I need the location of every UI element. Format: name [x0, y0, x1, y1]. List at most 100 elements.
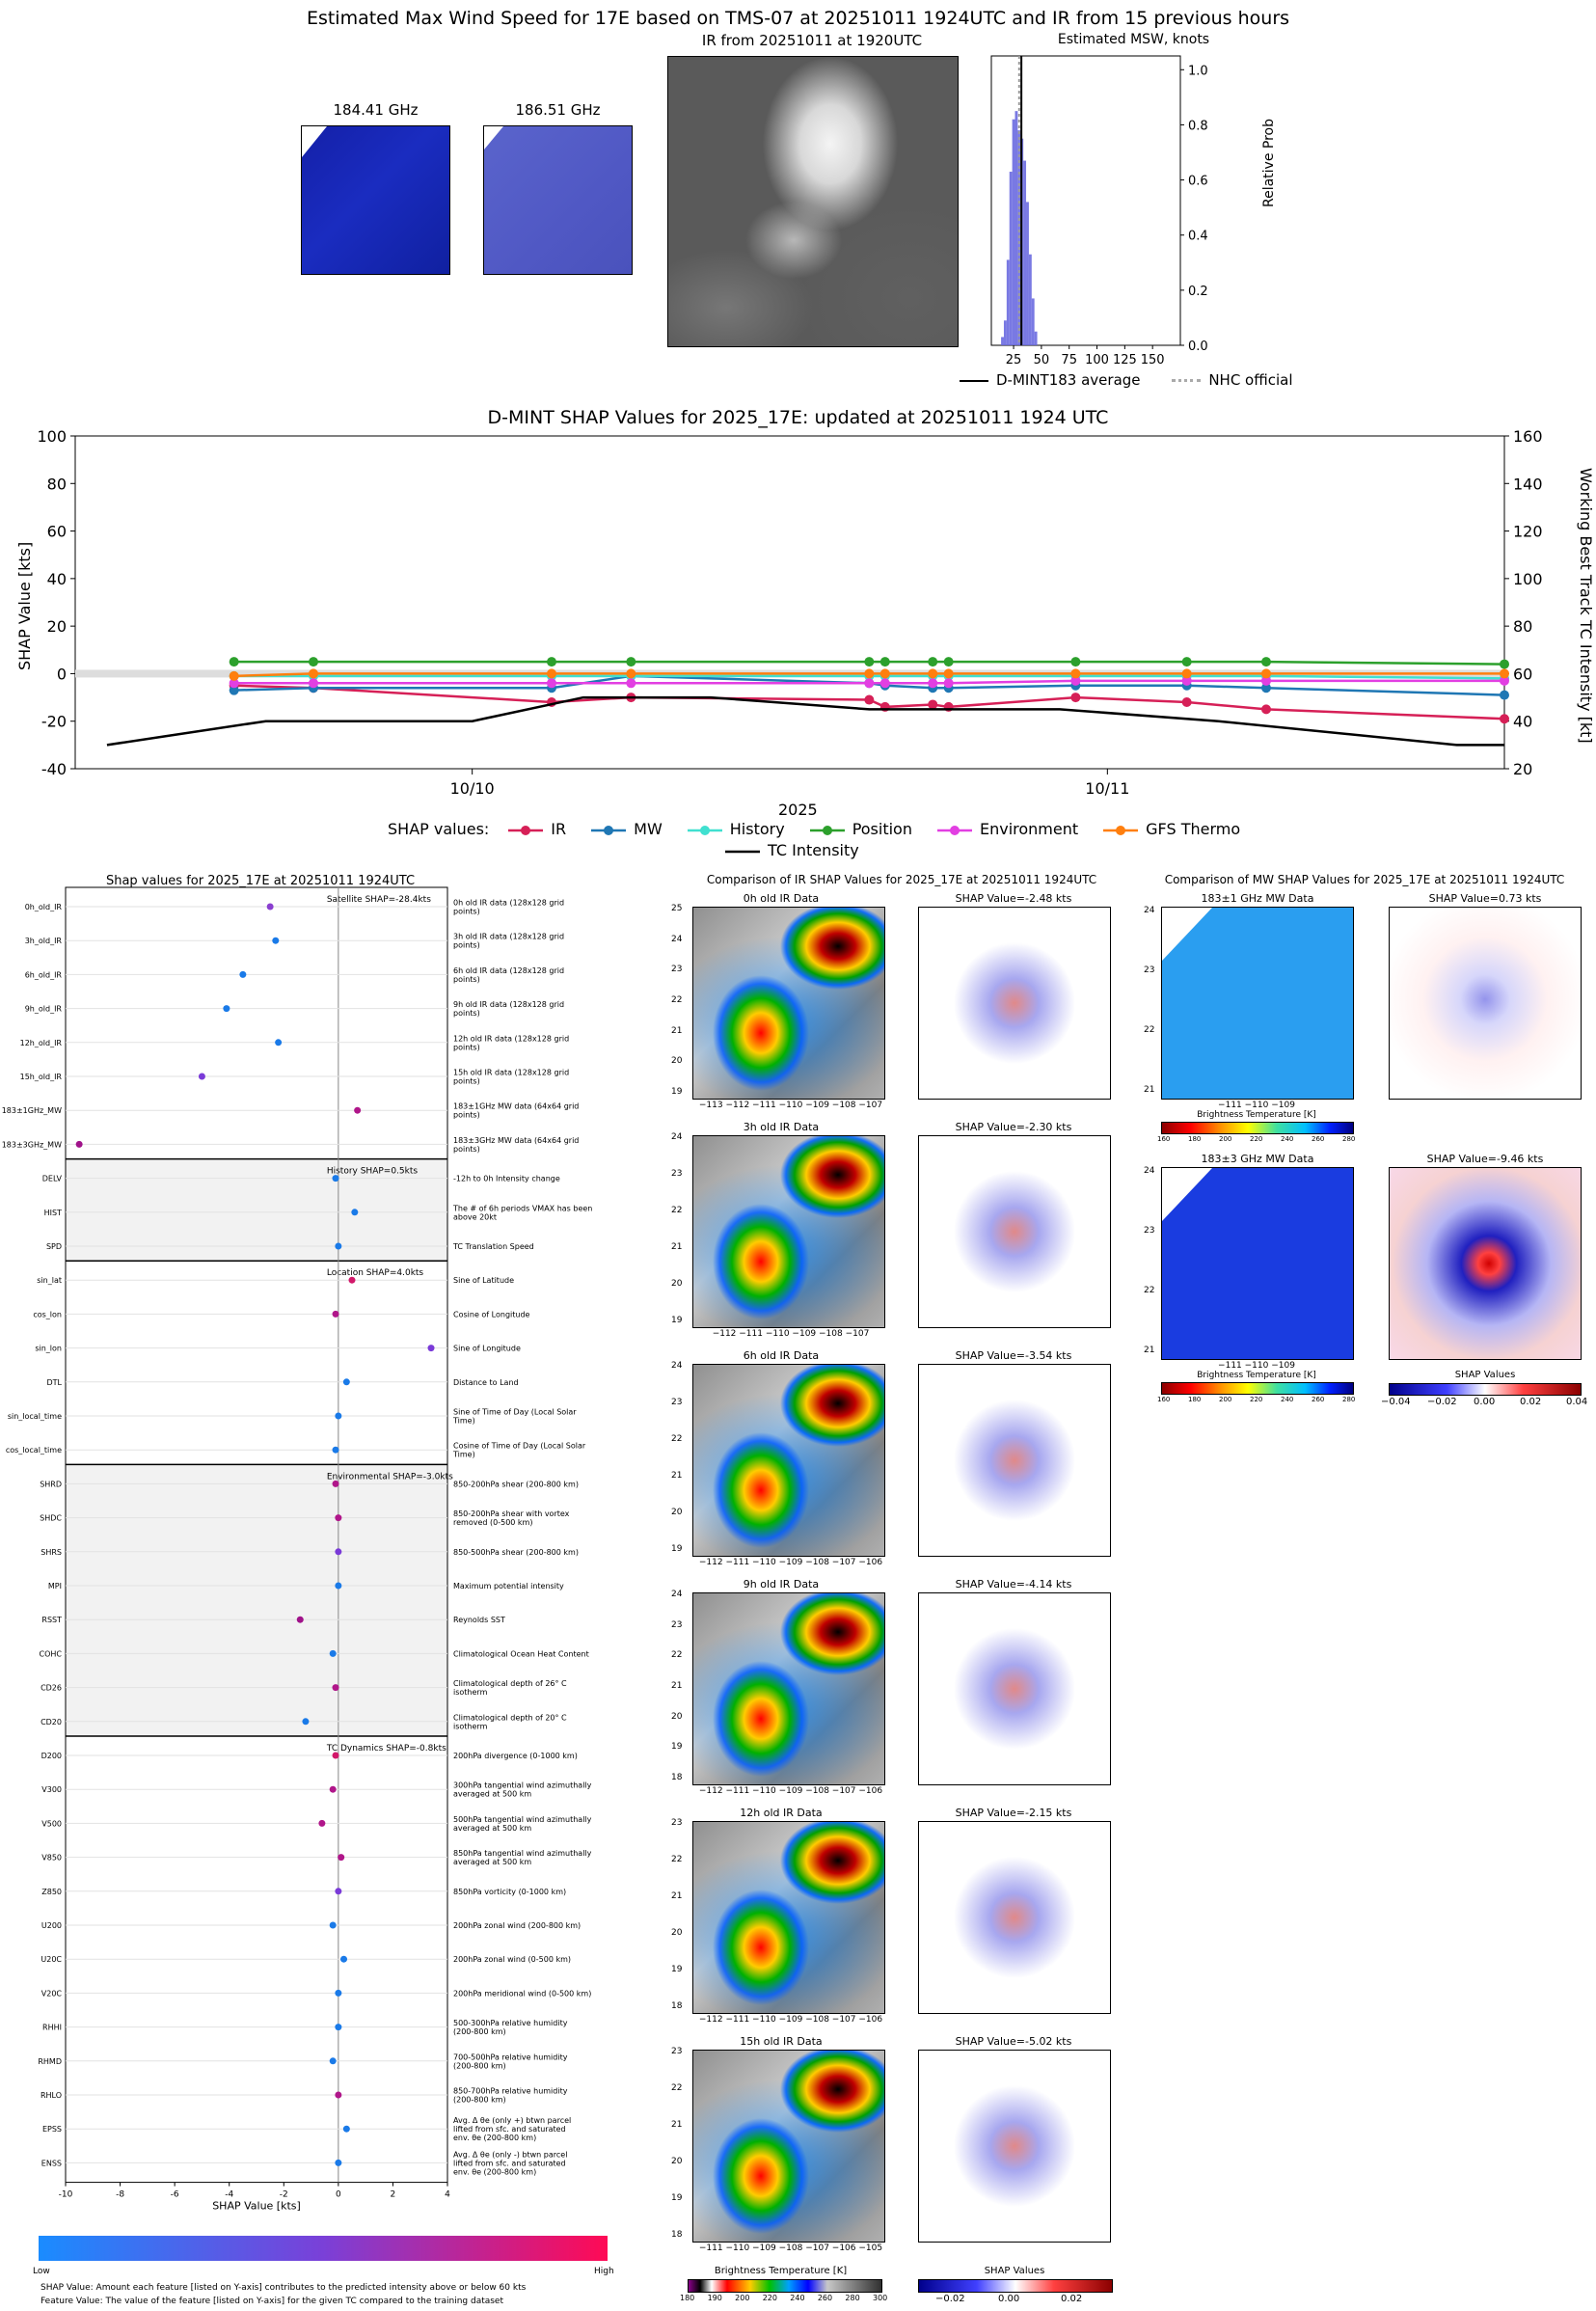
ir-ytick-1: 20: [671, 1279, 683, 1289]
feature-description: points): [453, 1111, 480, 1120]
feature-description: 9h old IR data (128x128 grid: [453, 1000, 564, 1009]
ir-ytick-5: 20: [671, 2157, 683, 2166]
feature-point: [335, 2091, 342, 2099]
series-point-environment: [1181, 675, 1192, 686]
feature-name: U20C: [41, 1955, 62, 1964]
feature-name: sin_local_time: [8, 1412, 62, 1421]
histogram-bar: [1012, 119, 1015, 345]
mw-shap-image-0: [1389, 907, 1582, 1100]
histogram-title: Estimated MSW, knots: [1057, 32, 1210, 47]
intensity-ytick-label: 40: [1513, 713, 1532, 731]
feature-description: 850hPa tangential wind azimuthally: [453, 1849, 592, 1858]
mw-ytick-1: 22: [1144, 1286, 1155, 1295]
mw-data-corner-0: [1162, 908, 1212, 961]
feature-name: sin_lat: [37, 1276, 62, 1285]
group-band: [66, 1464, 447, 1736]
ir-ytick-5: 22: [671, 2083, 683, 2093]
shap-ytick-label: 40: [47, 570, 67, 588]
feature-xtick-label: -10: [59, 2190, 73, 2200]
ir-data-title-3: 9h old IR Data: [743, 1578, 820, 1591]
histogram-ytick-label: 0.6: [1188, 175, 1208, 189]
feature-point: [335, 2159, 342, 2166]
feature-point: [342, 2125, 350, 2133]
legend-item-mw: MW: [591, 820, 663, 838]
feature-name: DTL: [46, 1378, 62, 1387]
shap-timeseries-title: D-MINT SHAP Values for 2025_17E: updated…: [487, 407, 1109, 428]
feature-description: Avg. Δ θe (only +) btwn parcel: [453, 2116, 571, 2125]
legend-label: History: [729, 820, 785, 838]
mw-shap-title-0: SHAP Value=0.73 kts: [1428, 892, 1542, 905]
mw-shap-image-1: [1389, 1167, 1582, 1360]
series-line-mw: [233, 674, 1505, 696]
mw-data-image-1: [1161, 1167, 1354, 1360]
feature-description: 0h old IR data (128x128 grid: [453, 899, 564, 908]
legend-nhc-label: NHC official: [1208, 371, 1293, 389]
feature-scatter-title: Shap values for 2025_17E at 20251011 192…: [105, 874, 416, 888]
mw-colorbar-tick-1: 160: [1157, 1396, 1171, 1403]
legend-label: MW: [634, 820, 663, 838]
feature-name: 183±1GHz_MW: [2, 1106, 62, 1115]
ir-shap-title-0: SHAP Value=-2.48 kts: [955, 892, 1072, 905]
feature-description: points): [453, 1043, 480, 1051]
feature-name: RHHI: [42, 2024, 62, 2032]
histogram-ytick-label: 0.8: [1188, 119, 1208, 133]
ir-ytick-5: 19: [671, 2193, 683, 2203]
mw-ytick-0: 22: [1144, 1025, 1155, 1035]
feature-description: (200-800 km): [453, 2027, 506, 2036]
feature-name: 9h_old_IR: [25, 1005, 63, 1014]
histogram-bar: [1014, 111, 1018, 345]
feature-point: [272, 937, 280, 944]
feature-name: 15h_old_IR: [20, 1073, 63, 1081]
ir-ytick-4: 21: [671, 1891, 683, 1901]
mw-data-corner-1: [1162, 1168, 1212, 1221]
ir-shap-colorbar-tick: 0.02: [1061, 2294, 1083, 2304]
ir-ytick-1: 24: [671, 1132, 683, 1142]
ir-ytick-0: 24: [671, 934, 683, 944]
feature-description: 200hPa zonal wind (0-500 km): [453, 1955, 571, 1964]
series-point-position: [1181, 657, 1192, 667]
mw-colorbar-label-1: Brightness Temperature [K]: [1197, 1371, 1316, 1380]
feature-point: [239, 970, 247, 978]
mw-colorbar-tick-0: 240: [1281, 1135, 1294, 1143]
intensity-ytick-label: 140: [1513, 475, 1543, 493]
feature-point: [318, 1819, 326, 1827]
feature-name: HIST: [44, 1209, 62, 1217]
feature-point: [332, 1175, 339, 1183]
shap-ytick-label: 60: [47, 523, 67, 541]
ir-colorbar-tick: 190: [707, 2294, 722, 2302]
feature-description: 6h old IR data (128x128 grid: [453, 966, 564, 975]
legend-item-ir: IR: [508, 820, 566, 838]
feature-xtick-label: -4: [225, 2190, 233, 2200]
histogram-xtick-label: 25: [1006, 353, 1022, 367]
series-point-position: [879, 657, 890, 667]
series-point-environment: [943, 678, 954, 689]
mw-ytick-1: 24: [1144, 1166, 1155, 1176]
feature-description: points): [453, 908, 480, 916]
mw-ytick-0: 21: [1144, 1085, 1155, 1095]
feature-description: -12h to 0h Intensity change: [453, 1175, 560, 1183]
mw-colorbar-1: [1161, 1382, 1354, 1395]
ir-ytick-0: 25: [671, 904, 683, 913]
histogram-ytick-label: 1.0: [1188, 64, 1208, 78]
feature-name: ENSS: [41, 2159, 62, 2167]
ir-ytick-0: 19: [671, 1087, 683, 1097]
feature-name: COHC: [40, 1649, 63, 1658]
series-point-gfs-thermo: [229, 670, 239, 681]
ir-colorbar-tick: 220: [762, 2294, 777, 2302]
histogram-bar: [1003, 320, 1007, 345]
series-point-ir: [928, 699, 938, 710]
mw-colorbar-tick-0: 200: [1219, 1135, 1232, 1143]
series-point-position: [229, 657, 239, 667]
shap-ytick-label: 0: [57, 665, 67, 683]
feature-description: 500hPa tangential wind azimuthally: [453, 1815, 592, 1824]
feature-name: 12h_old_IR: [20, 1039, 63, 1047]
feature-point: [340, 1955, 348, 1963]
ir-colorbar-label: Brightness Temperature [K]: [714, 2266, 848, 2276]
feature-xtick-label: -8: [116, 2190, 124, 2200]
feature-description: 15h old IR data (128x128 grid: [453, 1069, 569, 1077]
feature-description: Time): [452, 1417, 475, 1426]
legend-item-history: History: [687, 820, 785, 838]
series-point-gfs-thermo: [864, 668, 875, 679]
feature-name: D200: [41, 1752, 62, 1760]
feature-point: [427, 1345, 435, 1352]
